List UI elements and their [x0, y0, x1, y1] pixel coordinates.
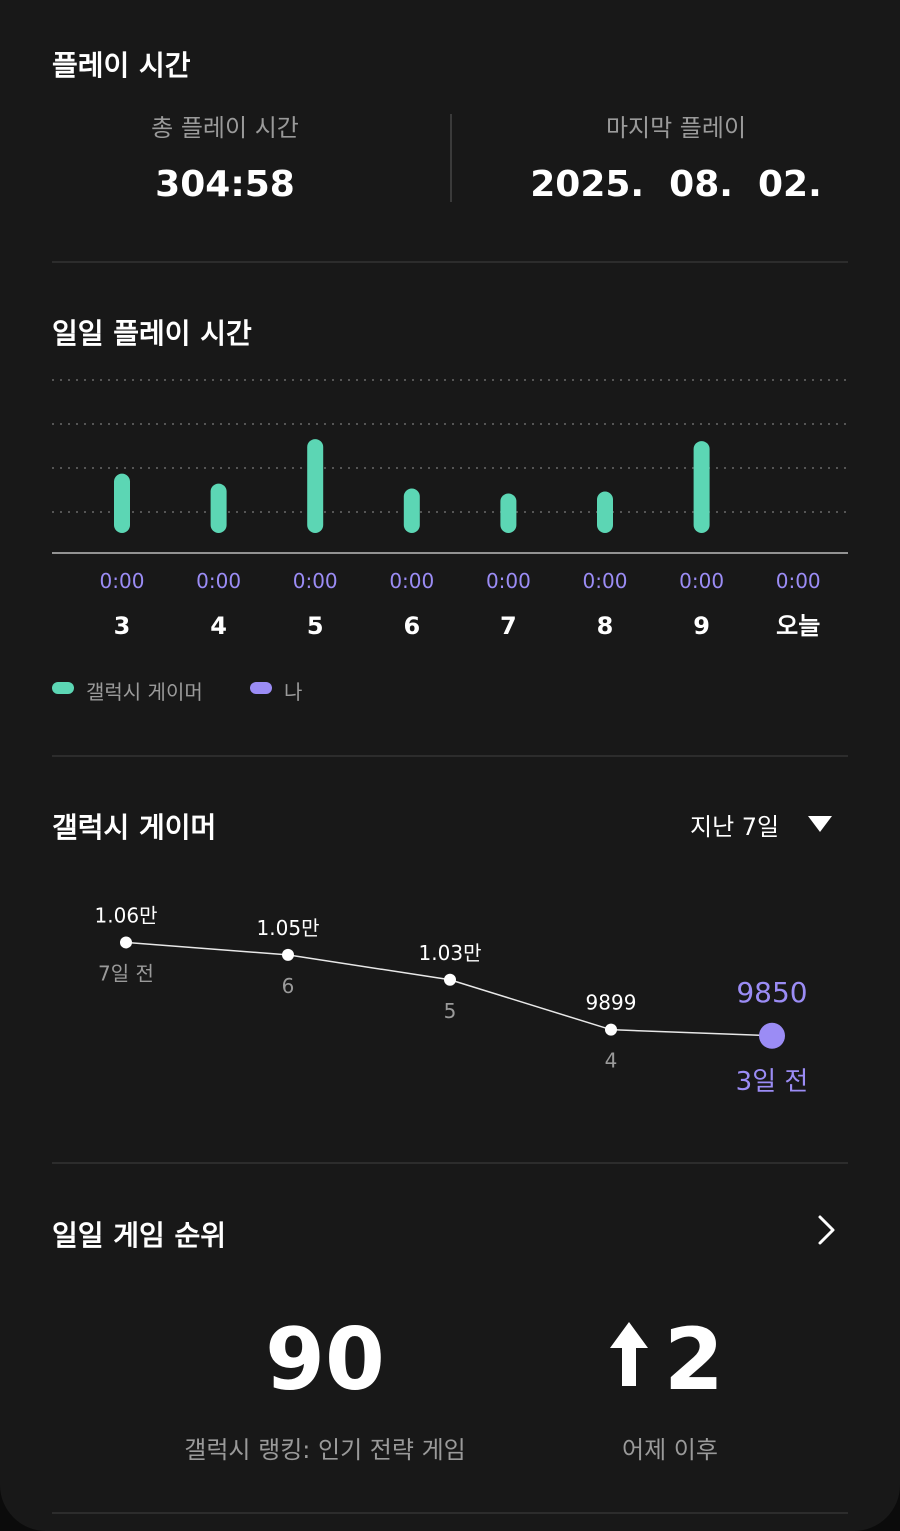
divider	[52, 261, 848, 263]
gamers-title: 갤럭시 게이머	[52, 811, 217, 844]
rank-change-value: 2	[664, 1310, 724, 1410]
chevron-right-icon[interactable]	[808, 1212, 844, 1248]
legend-me-dot	[250, 682, 272, 694]
line-labels: 1.06만 7일 전 1.05만 6 1.03만 5 9899 4 9850 3일 전	[95, 903, 809, 1096]
last-play-value: 2025. 08. 02.	[530, 164, 822, 205]
legend-community-dot	[52, 682, 74, 694]
data-label: 1.06만	[95, 903, 158, 927]
data-point	[605, 1023, 617, 1036]
divider	[52, 1512, 848, 1514]
bar-value-label: 0:00	[389, 569, 434, 593]
line-series	[120, 936, 785, 1049]
total-play-time-value: 304:58	[155, 164, 295, 205]
data-label: 1.03만	[419, 941, 482, 965]
bar-value-label: 0:00	[100, 569, 145, 593]
x-tick-label: 7	[500, 612, 517, 640]
arrow-up-icon	[610, 1322, 648, 1386]
legend-community-label: 갤럭시 게이머	[86, 680, 203, 704]
data-point	[444, 973, 456, 986]
bar-value-label: 0:00	[196, 569, 241, 593]
daily-ranking-title: 일일 게임 순위	[52, 1219, 227, 1252]
chart-bars	[114, 439, 710, 533]
bar-community	[307, 439, 324, 533]
data-point	[282, 948, 294, 961]
chart-gridlines	[52, 379, 848, 513]
range-dropdown-label: 지난 7일	[690, 812, 780, 841]
stats-separator	[450, 114, 452, 202]
data-label: 1.05만	[257, 916, 320, 940]
x-tick-label: 3일 전	[736, 1067, 809, 1097]
bar-value-label: 0:00	[679, 569, 724, 593]
x-tick-label: 6	[403, 612, 420, 640]
bar-value-label: 0:00	[776, 569, 821, 593]
data-label: 9850	[736, 976, 807, 1009]
bar-community	[693, 441, 710, 533]
x-tick-label: 5	[444, 999, 457, 1023]
bar-community	[597, 491, 613, 533]
bar-community	[210, 483, 227, 533]
rank-value: 90	[265, 1310, 385, 1410]
x-tick-label: 4	[605, 1049, 618, 1073]
x-tick-label: 7일 전	[98, 961, 154, 985]
legend-me-label: 나	[284, 680, 303, 704]
x-tick-label: 3	[114, 612, 131, 640]
data-point	[120, 936, 132, 949]
bar-value-label: 0:00	[486, 569, 531, 593]
chart-labels: 0:00 3 0:00 4 0:00 5 0:00 6 0:00 7 0:00 8 0:00 9 0:00 오…	[100, 569, 821, 640]
last-play-label: 마지막 플레이	[605, 114, 747, 142]
bar-value-label: 0:00	[293, 569, 338, 593]
play-time-title: 플레이 시간	[52, 49, 191, 82]
rank-caption: 갤럭시 랭킹: 인기 전략 게임	[184, 1436, 466, 1464]
data-label: 9899	[586, 991, 637, 1015]
x-tick-label: 8	[597, 612, 614, 640]
divider	[52, 1162, 848, 1164]
x-tick-label: 오늘	[776, 612, 820, 640]
x-tick-label: 5	[307, 612, 324, 640]
x-tick-label: 4	[210, 612, 227, 640]
chevron-down-icon[interactable]	[808, 816, 832, 832]
data-point	[759, 1022, 785, 1049]
bar-community	[114, 473, 130, 533]
rank-change-caption: 어제 이후	[622, 1436, 718, 1464]
daily-play-time-chart: 0:00 3 0:00 4 0:00 5 0:00 6 0:00 7 0:00 8 0:00 9 0:00 오…	[52, 379, 848, 640]
bar-community	[403, 488, 420, 533]
x-tick-label: 6	[282, 974, 295, 998]
gamers-line-chart: 1.06만 7일 전 1.05만 6 1.03만 5 9899 4 9850 3일 전	[95, 903, 809, 1096]
total-play-time-label: 총 플레이 시간	[151, 114, 299, 142]
divider	[52, 755, 848, 757]
x-tick-label: 9	[693, 612, 710, 640]
bar-community	[500, 493, 517, 533]
bar-value-label: 0:00	[583, 569, 628, 593]
daily-play-time-title: 일일 플레이 시간	[52, 317, 252, 350]
range-dropdown[interactable]: 지난 7일	[672, 800, 848, 848]
